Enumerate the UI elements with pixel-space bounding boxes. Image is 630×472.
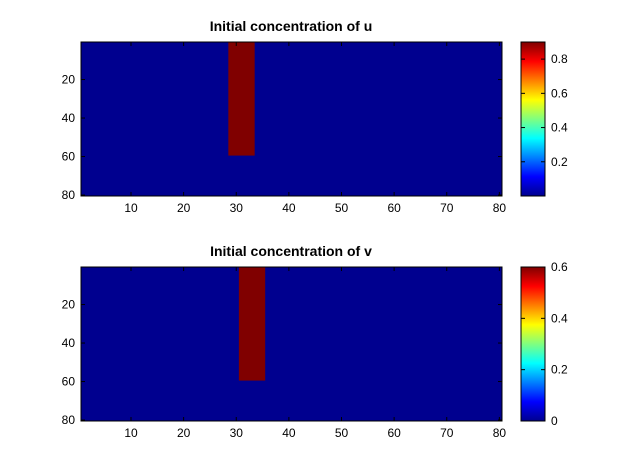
y-tick-label-v: 40: [62, 336, 76, 350]
colorbar-ticks-u: 0.2 0.4 0.6 0.8: [521, 52, 568, 169]
x-axis-ticks-v: 10 20 30 40 50 60 70 80: [124, 267, 506, 440]
x-tick-label-u: 80: [493, 201, 507, 215]
plot-frame-v: [80, 266, 503, 422]
x-axis-ticks-u: 10 20 30 40 50 60 70 80: [124, 42, 506, 215]
x-tick-label-u: 20: [177, 201, 191, 215]
colorbar-tick-label-v: 0.6: [551, 260, 568, 274]
y-axis-ticks-v: 20 40 60 80: [62, 298, 502, 427]
chart-title-u: Initial concentration of u: [210, 18, 373, 34]
y-tick-label-u: 20: [62, 73, 76, 87]
x-tick-label-u: 50: [335, 201, 349, 215]
x-tick-label-v: 40: [282, 426, 296, 440]
colorbar-tick-label-v: 0.4: [551, 311, 568, 325]
colorbar-tick-label-u: 0.8: [551, 52, 568, 66]
plot-frame-u: [80, 41, 503, 197]
y-tick-label-v: 60: [62, 375, 76, 389]
x-tick-label-v: 80: [493, 426, 507, 440]
chart-title-v: Initial concentration of v: [210, 243, 372, 259]
x-tick-label-u: 70: [440, 201, 454, 215]
colorbar-tick-label-u: 0.6: [551, 86, 568, 100]
colorbar-ticks-v: 0 0.2 0.4 0.6: [521, 260, 568, 428]
y-tick-label-u: 60: [62, 150, 76, 164]
y-tick-label-v: 80: [62, 413, 76, 427]
y-tick-label-v: 20: [62, 298, 76, 312]
y-axis-ticks-u: 20 40 60 80: [62, 73, 502, 202]
colorbar-tick-label-v: 0: [551, 414, 558, 428]
colorbar-tick-label-u: 0.4: [551, 121, 568, 135]
heatmap-background-v: [81, 267, 502, 421]
x-tick-label-u: 40: [282, 201, 296, 215]
x-tick-label-v: 10: [124, 426, 138, 440]
panel-u: Initial concentration of u 10 20 30 40 50 60 7…: [62, 18, 568, 215]
colorbar-u: [520, 41, 546, 197]
x-tick-label-u: 10: [124, 201, 138, 215]
y-tick-label-u: 40: [62, 111, 76, 125]
x-tick-label-v: 60: [387, 426, 401, 440]
colorbar-v: [520, 266, 546, 422]
heatmap-background-u: [81, 42, 502, 196]
y-tick-label-u: 80: [62, 188, 76, 202]
x-tick-label-u: 30: [230, 201, 244, 215]
heatmap-region-u: [228, 42, 255, 156]
x-tick-label-v: 20: [177, 426, 191, 440]
x-tick-label-u: 60: [387, 201, 401, 215]
panel-v: Initial concentration of v 10 20 30 40 50 60 7…: [62, 243, 568, 440]
heatmap-region-v: [238, 267, 266, 381]
x-tick-label-v: 70: [440, 426, 454, 440]
colorbar-tick-label-u: 0.2: [551, 155, 568, 169]
x-tick-label-v: 50: [335, 426, 349, 440]
colorbar-tick-label-v: 0.2: [551, 363, 568, 377]
x-tick-label-v: 30: [230, 426, 244, 440]
